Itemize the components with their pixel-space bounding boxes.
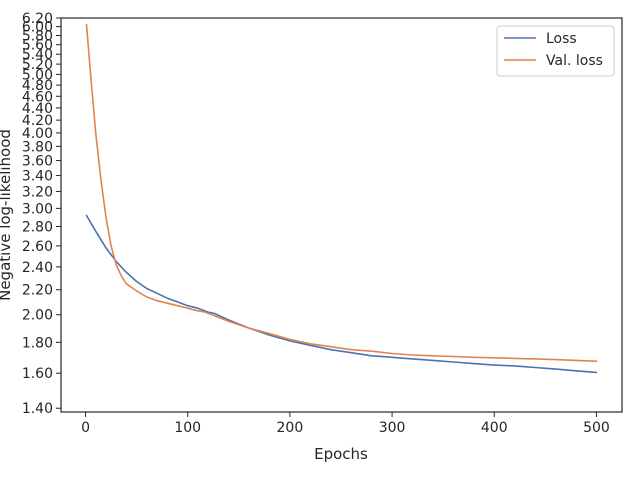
plot-area <box>60 17 623 413</box>
x-tick-label-1: 100 <box>174 420 201 436</box>
y-tick-label-21: 5.60 <box>22 38 53 54</box>
y-tick-label-14: 4.20 <box>22 113 53 129</box>
y-tick-label-6: 2.60 <box>22 239 53 255</box>
y-tick-label-23: 6.00 <box>22 20 53 36</box>
y-axis-label: Negative log-likelihood <box>0 129 14 301</box>
x-tick-label-3: 300 <box>379 420 406 436</box>
y-tick-label-20: 5.40 <box>22 47 53 63</box>
y-tick-label-3: 2.00 <box>22 308 53 324</box>
y-tick-label-16: 4.60 <box>22 89 53 105</box>
y-tick-label-9: 3.20 <box>22 184 53 200</box>
y-tick-label-1: 1.60 <box>22 366 53 382</box>
y-tick-label-5: 2.40 <box>22 260 53 276</box>
legend-label-loss: Loss <box>546 31 577 47</box>
x-axis-ticks: 0 100 200 300 400 500 <box>81 412 610 436</box>
y-tick-label-13: 4.00 <box>22 126 53 142</box>
legend-label-val-loss: Val. loss <box>546 53 603 69</box>
x-tick-label-0: 0 <box>81 420 90 436</box>
y-tick-label-11: 3.60 <box>22 154 53 170</box>
y-tick-label-4: 2.20 <box>22 283 53 299</box>
y-axis-ticks: 1.40 1.60 1.80 2.00 2.20 2.40 2.60 2.80 3.003.20… <box>22 11 61 417</box>
x-axis-label: Epochs <box>314 445 368 463</box>
y-tick-label-2: 1.80 <box>22 335 53 351</box>
x-tick-label-5: 500 <box>583 420 610 436</box>
y-tick-label-19: 5.20 <box>22 57 53 73</box>
series-lines <box>85 23 598 374</box>
y-tick-label-7: 2.80 <box>22 219 53 235</box>
y-tick-label-0: 1.40 <box>22 401 53 417</box>
y-tick-label-10: 3.40 <box>22 169 53 185</box>
y-tick-label-22: 5.80 <box>22 28 53 44</box>
y-tick-label-15: 4.40 <box>22 101 53 117</box>
y-tick-label-8: 3.00 <box>22 201 53 217</box>
x-tick-label-4: 400 <box>481 420 508 436</box>
y-tick-label-24: 6.20 <box>22 11 53 27</box>
x-tick-label-2: 200 <box>277 420 304 436</box>
y-tick-label-17: 4.80 <box>22 78 53 94</box>
legend: Loss Val. loss <box>496 25 615 77</box>
series-line-0 <box>85 214 598 374</box>
y-tick-label-12: 3.80 <box>22 139 53 155</box>
y-tick-label-18: 5.00 <box>22 67 53 83</box>
series-line-1 <box>85 23 598 363</box>
